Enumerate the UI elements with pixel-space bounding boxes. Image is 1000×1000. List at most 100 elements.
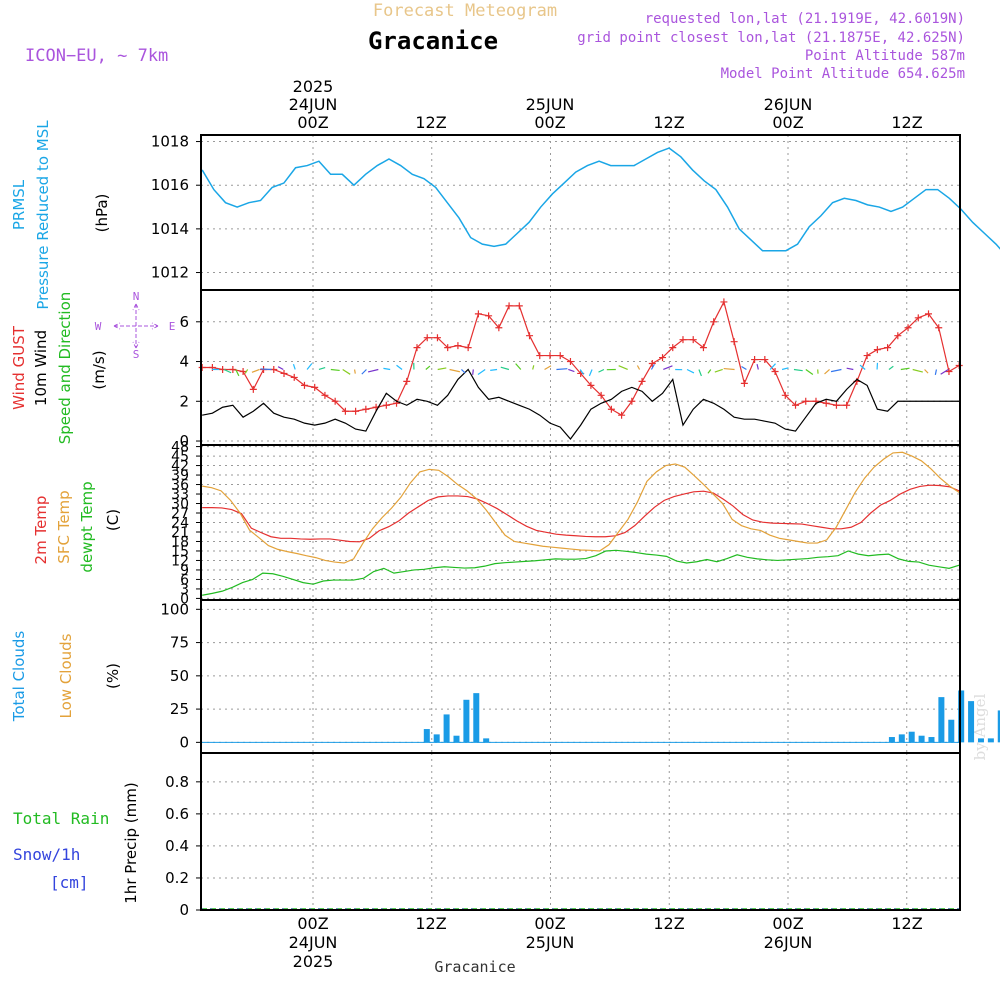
cloud-bar: [948, 719, 955, 743]
ytick-label: 2: [179, 392, 189, 410]
cloud-bars-layer: [201, 690, 1000, 743]
gust-marker: [720, 298, 728, 306]
cloud-bar: [928, 737, 935, 743]
ytick-label: 0.4: [165, 837, 189, 855]
cloud-bar: [443, 714, 450, 743]
cloud-bar: [473, 693, 480, 743]
model-label: ICON−EU, ~ 7km: [25, 46, 168, 66]
wind-arrow: [723, 367, 735, 371]
gust-marker: [270, 365, 278, 373]
dewpt-temp-line: [202, 549, 960, 596]
wind-arrow: [277, 366, 284, 371]
ytick-label: 100: [160, 600, 189, 618]
gust-marker: [382, 401, 390, 409]
bottom-location: Gracanice: [434, 958, 515, 976]
gust-marker: [802, 397, 810, 405]
panel-frame: [200, 134, 961, 291]
ytick-label: 18: [171, 534, 189, 550]
gust-marker: [792, 401, 800, 409]
ytick-label: 45: [171, 449, 189, 465]
gust-marker: [423, 334, 431, 342]
gust-marker: [607, 405, 615, 413]
wind-arrow: [824, 369, 830, 375]
compass-rose: N S W E: [95, 290, 176, 361]
wind-arrow: [342, 368, 351, 375]
gust-marker: [300, 381, 308, 389]
gust-marker: [566, 358, 574, 366]
gust-marker: [669, 344, 677, 352]
gust-line: [202, 300, 960, 416]
bottom-date-label-2: 26JUN: [764, 933, 813, 952]
top-tick-label-4: 00Z: [772, 113, 803, 132]
gust-marker: [689, 336, 697, 344]
wind-10m-label: 10m Wind: [32, 330, 50, 406]
wind-arrow: [472, 369, 474, 375]
ytick-label: 0.6: [165, 805, 189, 823]
gust-marker: [536, 352, 544, 360]
panel-frame: [200, 752, 961, 911]
precip-ytick-labels: 0 0.2 0.4 0.6 0.8: [165, 773, 189, 919]
pressure-unit-label: (hPa): [93, 194, 111, 233]
snow-label: Snow/1h: [13, 845, 80, 864]
model-point-altitude: Model Point Altitude 654.625m: [721, 66, 965, 82]
watermark: by Angel: [971, 693, 989, 760]
wind-speed-direction-label: Speed and Direction: [56, 292, 74, 445]
gust-marker: [597, 391, 605, 399]
ytick-label: 27: [171, 506, 189, 522]
gust-marker: [771, 367, 779, 375]
cloud-bar: [908, 731, 915, 743]
gust-marker: [894, 332, 902, 340]
top-tick-label-2: 00Z: [534, 113, 565, 132]
gust-marker: [638, 377, 646, 385]
compass-east: E: [169, 320, 176, 333]
gust-marker: [321, 391, 329, 399]
panel-frame: [200, 289, 961, 446]
cloud-bar: [483, 738, 490, 743]
top-year-label: 2025: [293, 77, 334, 96]
wind-arrow: [425, 365, 431, 370]
gust-marker: [433, 334, 441, 342]
gust-marker: [311, 383, 319, 391]
gust-marker: [546, 352, 554, 360]
ytick-label: 15: [171, 544, 189, 560]
cloud-bar: [938, 697, 945, 743]
gust-marker: [832, 401, 840, 409]
ytick-label: 9: [180, 563, 189, 579]
gust-marker: [454, 342, 462, 350]
wind-arrow: [650, 364, 655, 370]
cloud-bar: [453, 735, 460, 743]
gust-marker: [884, 344, 892, 352]
cloud-bar: [977, 738, 984, 743]
wind-arrow: [741, 366, 747, 371]
gust-marker: [280, 369, 288, 377]
ytick-label: 1016: [151, 176, 189, 194]
wind-arrow: [912, 368, 923, 373]
ytick-label: 12: [171, 553, 189, 569]
top-tick-label-5: 12Z: [891, 113, 922, 132]
temp-unit-label: (C): [104, 509, 122, 531]
clouds-ytick-labels: 0 25 50 75 100: [160, 600, 189, 751]
top-date-label-2: 26JUN: [764, 95, 813, 114]
gust-marker: [710, 318, 718, 326]
gust-marker: [515, 302, 523, 310]
gust-marker: [863, 352, 871, 360]
wind-arrow: [846, 367, 854, 371]
top-date-label-1: 25JUN: [526, 95, 575, 114]
ytick-label: 1014: [151, 220, 189, 238]
gust-marker: [904, 324, 912, 332]
ytick-label: 0: [179, 733, 189, 751]
wind-arrow: [292, 364, 296, 370]
wind-arrow: [934, 369, 938, 375]
wind-arrow: [686, 368, 695, 374]
total-rain-label: Total Rain: [13, 809, 109, 828]
gust-marker: [239, 367, 247, 375]
cloud-bar: [997, 710, 1000, 743]
temperature-series-layer: [202, 451, 960, 596]
wind-arrow: [924, 369, 929, 374]
top-tick-label-3: 12Z: [653, 113, 684, 132]
cloud-bar: [433, 734, 440, 743]
gust-marker: [761, 356, 769, 364]
wind-arrow: [260, 368, 272, 371]
wind-arrow: [449, 368, 461, 373]
